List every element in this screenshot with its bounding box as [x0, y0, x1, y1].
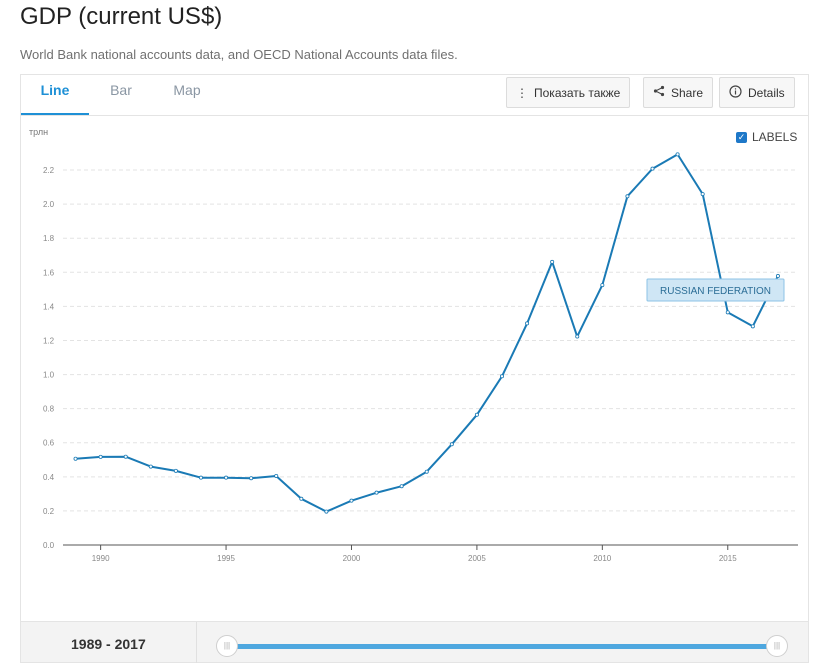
series-label: RUSSIAN FEDERATION [660, 286, 771, 297]
data-point [625, 194, 630, 199]
data-point [650, 166, 655, 171]
x-tick-label: 2010 [593, 554, 611, 563]
labels-toggle-label: LABELS [752, 130, 798, 144]
data-point [424, 469, 429, 474]
data-point [474, 412, 479, 417]
view-tabs: Line Bar Map ⋮ Показать также Share Deta… [21, 75, 808, 116]
data-point [173, 468, 178, 473]
range-slider-track[interactable] [226, 644, 778, 649]
x-tick-label: 2015 [719, 554, 737, 563]
y-tick-label: 0.6 [43, 439, 55, 448]
details-button[interactable]: Details [719, 77, 795, 108]
range-start-handle[interactable]: ||| [216, 635, 238, 657]
year-range-label: 1989 - 2017 [71, 636, 146, 652]
data-point [550, 259, 555, 264]
y-tick-label: 1.6 [43, 268, 55, 277]
data-point [299, 496, 304, 501]
details-label: Details [748, 85, 785, 100]
y-axis-unit-label: трлн [29, 127, 48, 137]
page-subtitle: World Bank national accounts data, and O… [20, 47, 458, 62]
y-tick-label: 2.0 [43, 200, 55, 209]
y-tick-label: 0.2 [43, 507, 55, 516]
data-point [123, 454, 128, 459]
data-point [675, 152, 680, 157]
show-also-label: Показать также [534, 85, 621, 100]
y-tick-label: 2.2 [43, 166, 55, 175]
data-point [148, 464, 153, 469]
tab-bar[interactable]: Bar [110, 82, 132, 98]
data-point [224, 475, 229, 480]
x-tick-label: 1995 [217, 554, 235, 563]
y-tick-label: 1.4 [43, 302, 55, 311]
data-point [399, 484, 404, 489]
data-point [575, 334, 580, 339]
data-point [700, 192, 705, 197]
y-tick-label: 1.0 [43, 371, 55, 380]
data-point [775, 274, 780, 279]
tab-line[interactable]: Line [21, 75, 89, 115]
series-line [75, 153, 779, 513]
y-tick-label: 1.2 [43, 336, 55, 345]
chart-panel: Line Bar Map ⋮ Показать также Share Deta… [20, 74, 809, 622]
year-range-bar: 1989 - 2017 ||| ||| [20, 622, 809, 663]
data-point [324, 509, 329, 514]
x-tick-label: 1990 [92, 554, 110, 563]
show-also-button[interactable]: ⋮ Показать также [506, 77, 631, 108]
x-tick-label: 2005 [468, 554, 486, 563]
info-icon [729, 84, 742, 101]
data-point [73, 456, 78, 461]
checkbox-checked-icon: ✓ [736, 131, 747, 143]
data-point [249, 476, 254, 481]
y-tick-label: 0.8 [43, 405, 55, 414]
x-tick-label: 2000 [343, 554, 361, 563]
line-chart: трлн 0.0 0.2 0.4 0.6 0.8 1.0 1.2 1.4 1.6 1.8 2.0 2.2… [29, 127, 798, 563]
range-divider [196, 622, 197, 663]
more-vertical-icon: ⋮ [516, 85, 528, 100]
data-point [98, 454, 103, 459]
data-point [449, 442, 454, 447]
page-title: GDP (current US$) [20, 3, 223, 30]
share-button[interactable]: Share [643, 77, 714, 108]
share-label: Share [671, 85, 704, 100]
share-icon [653, 85, 665, 100]
y-tick-label: 0.0 [43, 541, 55, 550]
data-point [750, 324, 755, 329]
y-tick-label: 0.4 [43, 473, 55, 482]
labels-toggle[interactable]: ✓ LABELS [736, 130, 797, 144]
series-label-tag [646, 278, 785, 302]
data-point [349, 498, 354, 503]
tab-map[interactable]: Map [173, 82, 201, 98]
data-point [198, 475, 203, 480]
data-point [374, 490, 379, 495]
data-point [525, 321, 530, 326]
data-point [499, 374, 504, 379]
y-tick-label: 1.8 [43, 234, 55, 243]
range-end-handle[interactable]: ||| [766, 635, 788, 657]
data-point [725, 310, 730, 315]
data-point [274, 473, 279, 478]
data-point [600, 283, 605, 288]
